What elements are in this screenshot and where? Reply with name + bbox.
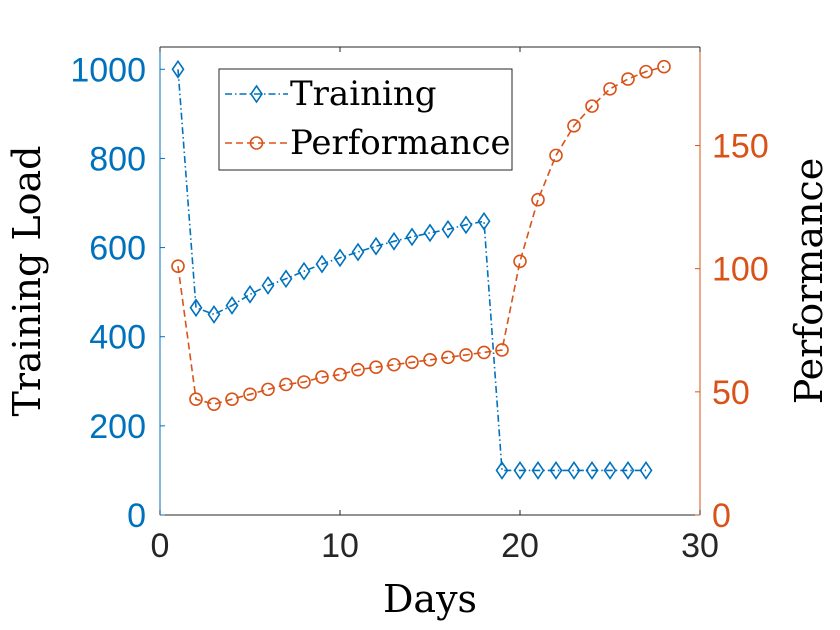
data-point-performance (225, 392, 239, 407)
data-point-performance (531, 192, 545, 207)
y-left-tick-label: 0 (127, 497, 146, 535)
data-point-training (495, 461, 509, 480)
data-point-training (315, 254, 329, 274)
data-point-training (189, 298, 203, 318)
data-point-performance (387, 357, 401, 372)
data-point-training (639, 461, 653, 480)
data-point-performance (639, 64, 653, 79)
legend-marker-training (250, 84, 263, 104)
data-point-performance (567, 119, 581, 133)
x-tick-label: 10 (321, 527, 359, 565)
data-point-performance (189, 392, 203, 407)
data-point-training (351, 242, 365, 262)
data-point-performance (459, 348, 473, 362)
data-point-performance (423, 353, 437, 367)
y-right-tick-label: 150 (712, 128, 769, 166)
data-point-training (531, 461, 545, 480)
data-point-training (369, 236, 383, 256)
legend-label-training: Training (290, 74, 437, 114)
y-right-tick-label: 100 (712, 251, 769, 289)
y-left-tick-label: 200 (89, 408, 146, 446)
data-point-performance (549, 148, 563, 163)
data-point-performance (315, 370, 329, 384)
data-point-performance (621, 72, 635, 86)
y-right-axis-label: Performance (787, 158, 831, 405)
x-tick-label: 0 (151, 527, 170, 565)
data-point-training (585, 461, 599, 480)
data-point-performance (477, 345, 491, 360)
data-point-training (423, 223, 437, 243)
data-point-training (171, 59, 185, 79)
data-point-performance (207, 397, 221, 411)
data-point-training (603, 461, 617, 480)
series-line-performance (177, 65, 665, 406)
data-point-performance (369, 360, 383, 375)
data-point-training (459, 215, 473, 235)
legend-label-performance: Performance (290, 123, 511, 163)
y-left-axis-label: Training Load (5, 146, 49, 417)
data-point-performance (351, 362, 365, 377)
data-point-performance (495, 343, 509, 357)
data-point-training (567, 461, 581, 480)
data-point-training (405, 227, 419, 247)
data-point-training (549, 461, 563, 480)
data-point-performance (243, 387, 257, 402)
series-layer (171, 59, 671, 480)
y-right-tick-label: 0 (712, 497, 731, 535)
x-tick-label: 20 (501, 527, 539, 565)
data-point-performance (603, 82, 617, 96)
data-point-performance (585, 99, 599, 113)
y-left-tick-label: 600 (89, 230, 146, 268)
data-point-training (387, 231, 401, 251)
data-point-performance (513, 254, 527, 269)
legend: Training Performance (218, 68, 513, 171)
data-point-training (261, 276, 275, 295)
data-point-training (477, 211, 491, 231)
x-tick-label: 30 (681, 527, 719, 565)
data-point-performance (171, 259, 185, 274)
data-point-performance (279, 377, 293, 392)
data-point-performance (405, 355, 419, 370)
data-point-training (441, 219, 455, 239)
data-point-performance (261, 382, 275, 397)
data-point-performance (297, 375, 311, 389)
data-point-training (225, 296, 239, 315)
data-point-training (243, 284, 257, 304)
data-point-training (621, 461, 635, 480)
x-axis-label: Days (383, 577, 477, 621)
data-point-performance (657, 59, 671, 74)
legend-marker-performance (249, 136, 264, 150)
data-point-training (297, 261, 311, 281)
data-point-training (279, 269, 293, 289)
data-point-training (513, 461, 527, 480)
y-left-tick-label: 800 (89, 140, 146, 178)
data-point-performance (333, 367, 347, 382)
legend-box (218, 68, 513, 171)
y-left-tick-label: 400 (89, 319, 146, 357)
data-point-performance (441, 350, 455, 365)
y-right-tick-label: 50 (712, 374, 750, 412)
data-point-training (333, 248, 347, 268)
y-left-tick-label: 1000 (70, 51, 146, 89)
data-point-training (207, 305, 221, 324)
